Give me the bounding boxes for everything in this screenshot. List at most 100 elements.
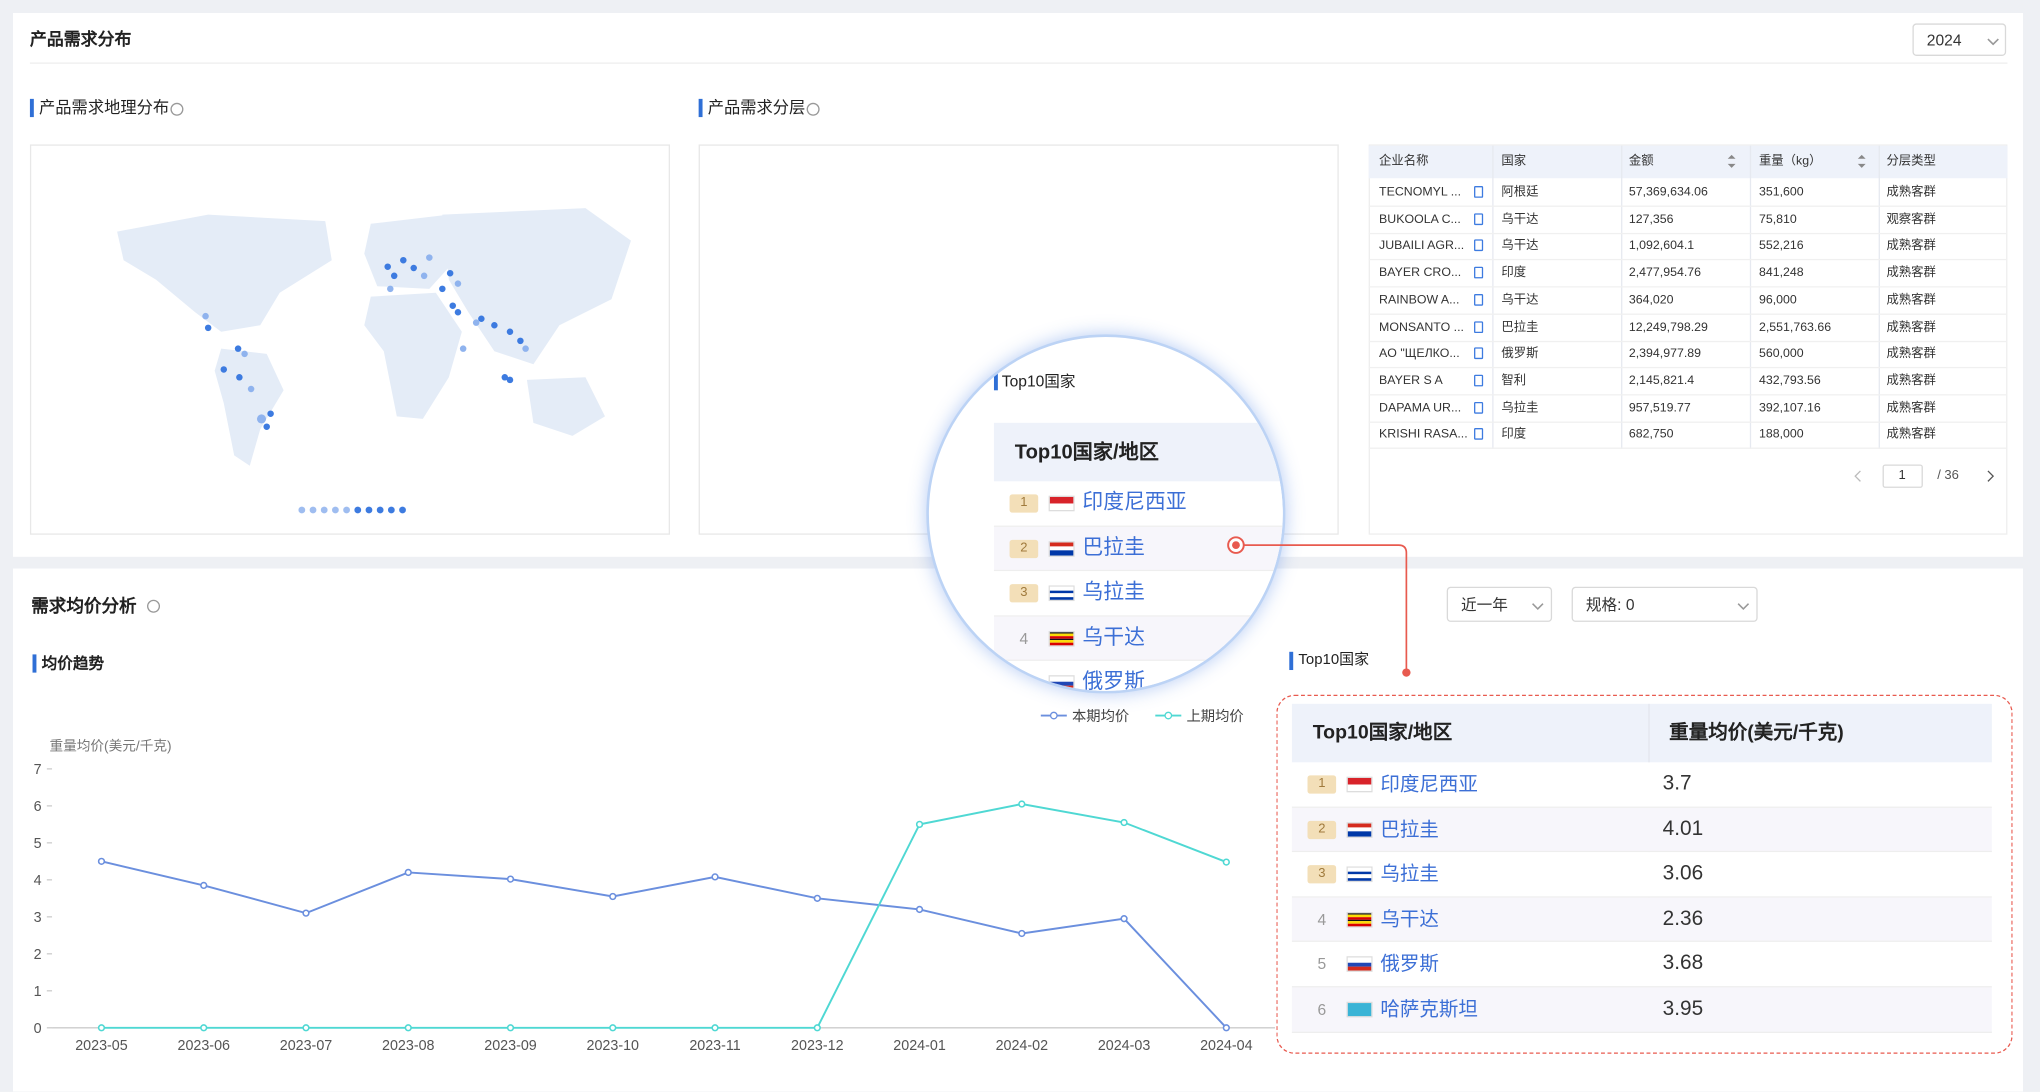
flag-stripe (1049, 640, 1074, 643)
chevron-path (1532, 603, 1544, 610)
table-cell: 智利 (1501, 373, 1527, 388)
table-cell: 957,519.77 (1628, 400, 1691, 415)
map-land (526, 377, 605, 436)
copy-icon[interactable] (1474, 401, 1484, 414)
series-point (813, 894, 821, 902)
t10-row (1291, 897, 1992, 943)
spec-select[interactable]: 规格: 0 (1571, 586, 1758, 622)
copy-icon[interactable] (1474, 212, 1484, 225)
table-cell: AO "ЩЕЛКО... (1379, 346, 1460, 361)
map-dot (491, 321, 498, 329)
rank-badge: 1 (1307, 775, 1337, 794)
map-dot (263, 423, 270, 430)
column-header: 金额 (1628, 153, 1654, 169)
row-line (1368, 232, 2008, 234)
flag (1346, 866, 1373, 883)
rank: 3 (1318, 866, 1326, 882)
panel-title: 产品需求分布 (29, 29, 132, 49)
page-total: / 36 (1937, 468, 1959, 483)
rank: 3 (1020, 585, 1028, 601)
series-point (302, 909, 310, 917)
section-title: Top10国家 (1001, 372, 1076, 391)
flag (1346, 1001, 1373, 1018)
series-point (506, 875, 515, 883)
flag-stripe (1049, 496, 1074, 504)
table-cell: KRISHI RASA... (1379, 427, 1468, 442)
flag-stripe (1347, 921, 1372, 924)
copy-icon[interactable] (1474, 320, 1484, 333)
page-box[interactable] (1882, 464, 1923, 488)
flag-stripe (1049, 586, 1074, 591)
flag-stripe (1049, 590, 1074, 594)
map-land (364, 214, 456, 289)
table-cell: 巴拉圭 (1501, 319, 1539, 335)
table-cell: 12,249,798.29 (1628, 319, 1708, 335)
period-select[interactable]: 近一年 (1446, 586, 1553, 622)
row-line (1368, 259, 2008, 261)
series-point (609, 1024, 617, 1032)
table-cell: 乌干达 (1501, 238, 1539, 254)
copy-icon[interactable] (1474, 374, 1484, 387)
chevron (1737, 603, 1750, 610)
t10-row (1291, 852, 1992, 898)
table-cell: 1,092,604.1 (1628, 238, 1695, 254)
year-select[interactable]: 2024 (1912, 23, 2007, 56)
t10-row (1291, 942, 1992, 988)
table-cell: 127,356 (1628, 211, 1674, 227)
avg-price: 3.06 (1662, 862, 1704, 885)
copy-icon[interactable] (1474, 239, 1484, 252)
copy-icon[interactable] (1474, 428, 1484, 441)
map-dot (236, 374, 243, 381)
rank: 5 (1317, 955, 1327, 974)
series-point (404, 1024, 412, 1032)
series-point (1120, 818, 1128, 827)
map-dot (506, 328, 514, 336)
country-name: 俄罗斯 (1082, 671, 1145, 694)
rank-badge: 3 (1009, 584, 1039, 603)
copy-icon[interactable] (1474, 186, 1484, 198)
chevron (1987, 38, 1999, 46)
t10-row (1291, 762, 1992, 808)
info-icon (170, 102, 184, 116)
map-dot (234, 345, 242, 352)
y-tick-label: 0 (34, 1021, 42, 1037)
section-title: Top10国家 (1298, 652, 1370, 668)
rank-badge: 2 (1307, 820, 1337, 839)
rank: 2 (1020, 540, 1028, 555)
rank-badge: 2 (1009, 539, 1039, 558)
table-cell: 成熟客群 (1886, 319, 1936, 335)
flag-stripe (1049, 596, 1074, 601)
title-bar (698, 98, 703, 118)
table-cell: 188,000 (1758, 427, 1804, 442)
series-point (1222, 858, 1230, 866)
copy-icon[interactable] (1474, 347, 1484, 360)
table-cell: JUBAILI AGR... (1379, 238, 1465, 254)
row-line (1368, 420, 2008, 423)
map-dot (459, 345, 467, 352)
flag-stripe (1049, 632, 1074, 635)
table-cell: 乌干达 (1501, 292, 1539, 308)
col-border (1492, 145, 1494, 449)
map-dot (384, 263, 391, 270)
title-bar (32, 654, 37, 673)
flag (1346, 776, 1373, 793)
row-line (1368, 367, 2008, 369)
select-value: 规格: 0 (1585, 595, 1635, 615)
table-cell: RAINBOW A... (1379, 292, 1460, 308)
map-dot (256, 414, 267, 424)
x-tick-label: 2023-05 (75, 1038, 128, 1054)
country-name: 乌拉圭 (1082, 581, 1145, 604)
table-cell: 2,394,977.89 (1628, 346, 1702, 361)
table-cell: MONSANTO ... (1379, 319, 1464, 335)
series-point (302, 1024, 310, 1032)
y-tick-label: 6 (34, 799, 42, 815)
flag-stripe (1347, 962, 1372, 967)
x-tick-label: 2023-12 (791, 1038, 844, 1054)
table-cell: 351,600 (1758, 185, 1804, 200)
info-icon (147, 599, 161, 613)
map-dot (426, 254, 433, 261)
x-tick-label: 2023-11 (689, 1038, 740, 1054)
map-dot (454, 280, 462, 287)
copy-icon[interactable] (1474, 293, 1484, 306)
copy-icon[interactable] (1474, 266, 1484, 279)
